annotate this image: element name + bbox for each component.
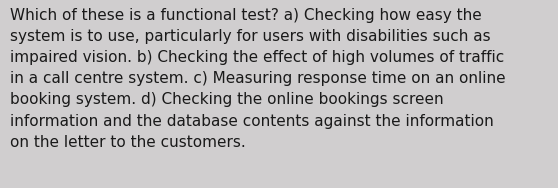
Text: Which of these is a functional test? a) Checking how easy the
system is to use, : Which of these is a functional test? a) … (10, 8, 506, 150)
